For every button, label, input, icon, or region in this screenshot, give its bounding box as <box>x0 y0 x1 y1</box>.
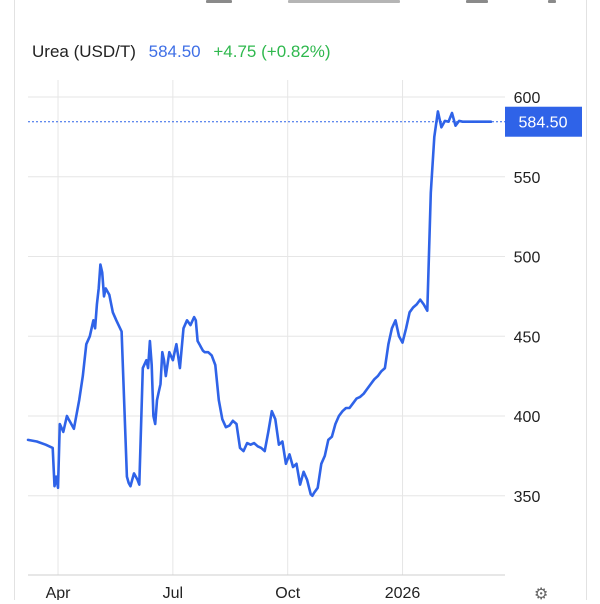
change-label: +4.75 (+0.82%) <box>213 42 331 61</box>
x-tick-label-2026: 2026 <box>385 585 421 600</box>
gear-icon[interactable]: ⚙ <box>534 586 549 603</box>
series-line-0 <box>26 110 493 498</box>
x-tick-label-jul: Jul <box>163 585 183 600</box>
grid <box>28 80 505 575</box>
y-tick-label-600: 600 <box>514 90 541 107</box>
quote-header: Urea (USD/T) 584.50 +4.75 (+0.82%) <box>32 42 339 62</box>
symbol-label: Urea (USD/T) <box>32 42 136 61</box>
last-price-badge <box>505 106 582 137</box>
series-layer <box>26 110 493 498</box>
toolbar-glyph-right <box>466 0 488 3</box>
x-tick-label-oct: Oct <box>275 585 300 600</box>
chart-frame-right-border <box>586 0 587 600</box>
x-axis: Apr Jul Oct 2026 <box>28 574 505 600</box>
chart-frame-left-border <box>14 0 15 600</box>
toolbar-glyph-middle <box>288 0 400 3</box>
last-price-marker: 584.50 <box>28 106 582 137</box>
y-tick-label-450: 450 <box>514 329 541 346</box>
y-tick-label-350: 350 <box>514 489 541 506</box>
toolbar-glyph-far-right <box>548 0 556 3</box>
toolbar-glyph-left <box>206 0 232 3</box>
x-tick-label-apr: Apr <box>46 585 72 600</box>
y-tick-label-500: 500 <box>514 250 541 267</box>
top-toolbar-strip <box>0 0 600 10</box>
price-label: 584.50 <box>148 42 201 61</box>
y-axis: 350 400 450 500 550 600 <box>514 90 541 506</box>
y-tick-label-550: 550 <box>514 170 541 187</box>
last-price-badge-label: 584.50 <box>519 115 568 132</box>
y-tick-label-400: 400 <box>514 409 541 426</box>
